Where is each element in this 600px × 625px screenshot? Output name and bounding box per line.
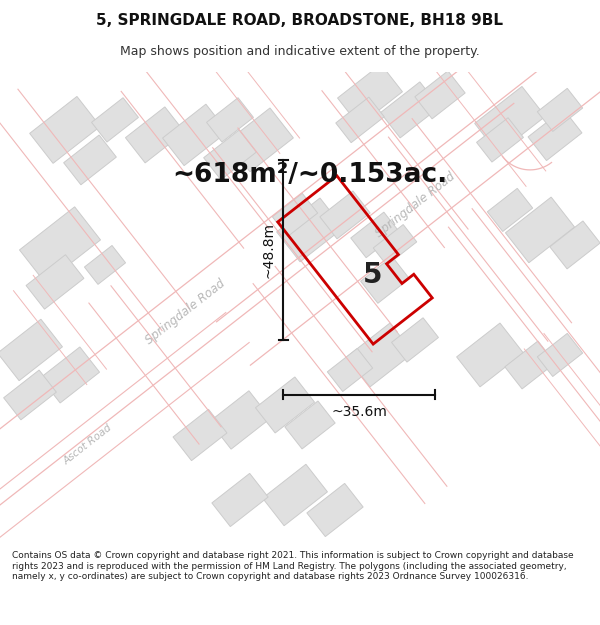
Polygon shape: [29, 96, 100, 163]
Polygon shape: [26, 255, 84, 309]
Polygon shape: [173, 409, 227, 461]
Polygon shape: [212, 473, 268, 527]
Polygon shape: [361, 257, 409, 303]
Polygon shape: [487, 188, 533, 231]
Polygon shape: [64, 135, 116, 185]
Polygon shape: [336, 97, 384, 142]
Polygon shape: [538, 333, 583, 376]
Polygon shape: [538, 88, 583, 131]
Polygon shape: [320, 191, 370, 239]
Polygon shape: [227, 108, 293, 172]
Polygon shape: [209, 391, 271, 449]
Text: Springdale Road: Springdale Road: [373, 170, 457, 240]
Polygon shape: [256, 377, 314, 433]
Polygon shape: [85, 246, 125, 284]
Polygon shape: [505, 341, 555, 389]
Polygon shape: [338, 64, 403, 126]
Polygon shape: [206, 98, 253, 142]
Polygon shape: [277, 198, 343, 262]
Text: ~35.6m: ~35.6m: [331, 405, 387, 419]
Polygon shape: [272, 193, 317, 236]
Text: 5: 5: [363, 261, 383, 289]
Polygon shape: [476, 118, 523, 162]
Polygon shape: [4, 370, 56, 420]
Polygon shape: [347, 323, 413, 387]
Text: Map shows position and indicative extent of the property.: Map shows position and indicative extent…: [120, 45, 480, 58]
Text: ~48.8m: ~48.8m: [262, 222, 276, 278]
Polygon shape: [475, 86, 545, 153]
Polygon shape: [528, 109, 582, 161]
Text: 5, SPRINGDALE ROAD, BROADSTONE, BH18 9BL: 5, SPRINGDALE ROAD, BROADSTONE, BH18 9BL: [97, 12, 503, 28]
Polygon shape: [550, 221, 600, 269]
Polygon shape: [40, 347, 100, 403]
Polygon shape: [19, 207, 101, 283]
Polygon shape: [380, 82, 440, 138]
Polygon shape: [392, 318, 439, 362]
Polygon shape: [373, 224, 417, 265]
Polygon shape: [307, 483, 363, 537]
Polygon shape: [163, 104, 227, 166]
Text: ~618m²/~0.153ac.: ~618m²/~0.153ac.: [172, 162, 448, 188]
Polygon shape: [285, 401, 335, 449]
Polygon shape: [457, 323, 523, 387]
Polygon shape: [0, 319, 62, 381]
Polygon shape: [351, 212, 399, 258]
Polygon shape: [415, 71, 465, 119]
Polygon shape: [263, 464, 328, 526]
Polygon shape: [125, 107, 185, 163]
Text: Ascot Road: Ascot Road: [62, 423, 114, 467]
Polygon shape: [505, 197, 575, 262]
Polygon shape: [203, 130, 256, 180]
Polygon shape: [92, 98, 139, 142]
Text: Contains OS data © Crown copyright and database right 2021. This information is : Contains OS data © Crown copyright and d…: [12, 551, 574, 581]
Polygon shape: [328, 348, 373, 391]
Text: Springdale Road: Springdale Road: [143, 277, 227, 347]
